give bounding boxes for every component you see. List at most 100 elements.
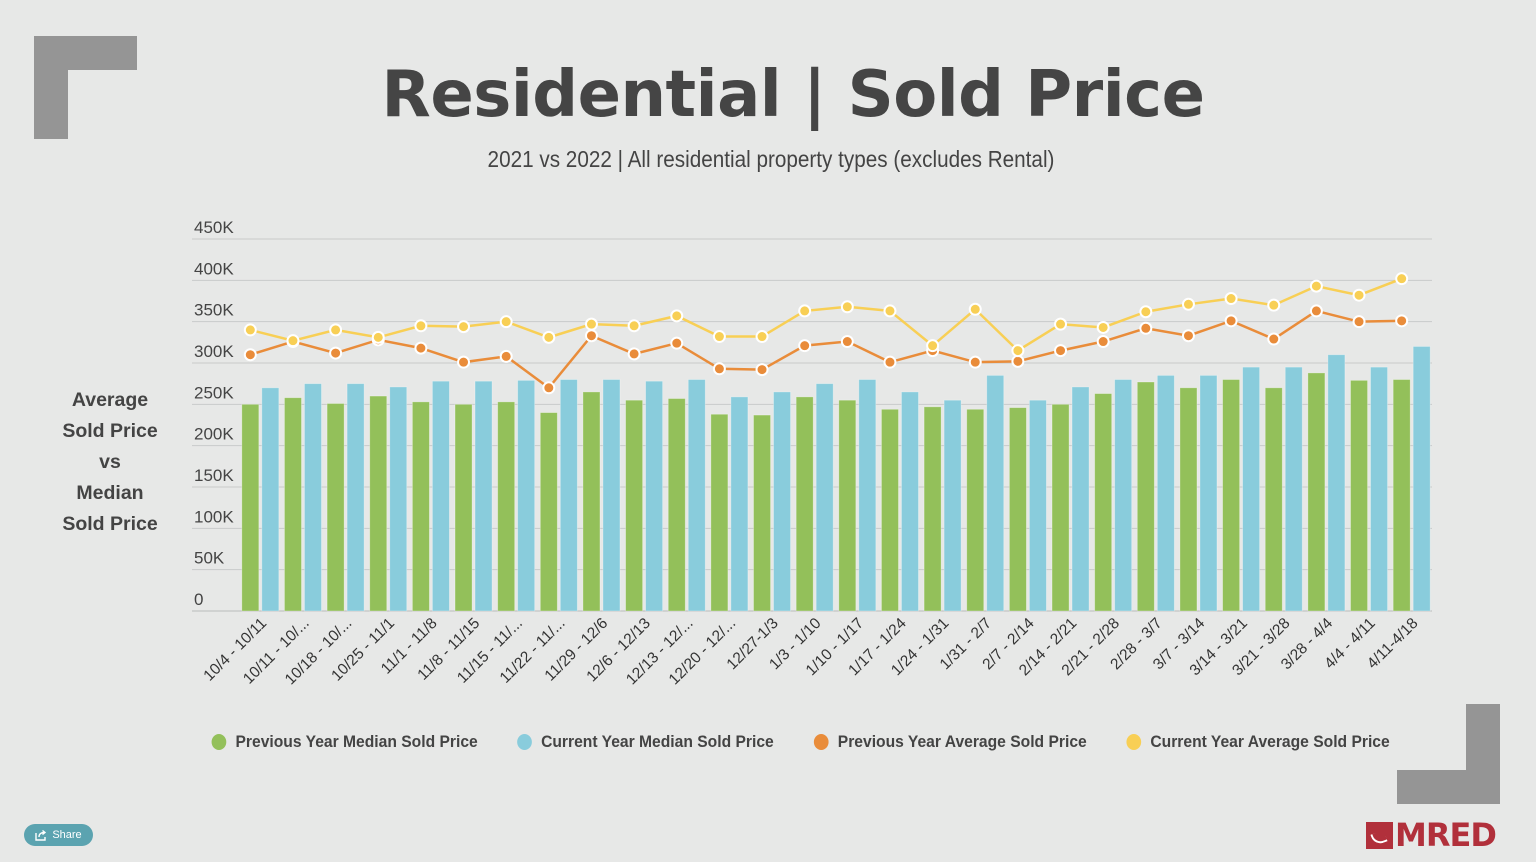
- y-tick-label: 400K: [194, 259, 234, 278]
- bar: [1350, 379, 1368, 612]
- bar: [304, 383, 322, 612]
- bar: [369, 395, 388, 612]
- data-point: [286, 334, 300, 348]
- side-label-line: Sold Price: [62, 513, 158, 535]
- bar: [881, 408, 899, 612]
- bar: [539, 412, 558, 612]
- bar: [923, 406, 942, 612]
- data-point: [414, 341, 428, 355]
- bar: [1094, 393, 1113, 612]
- data-point: [840, 300, 854, 314]
- bar: [1199, 374, 1218, 612]
- bar: [474, 380, 493, 612]
- bar: [687, 379, 706, 612]
- data-point: [712, 362, 726, 376]
- data-point: [1011, 354, 1025, 368]
- data-point: [1011, 344, 1025, 358]
- data-point: [499, 349, 513, 363]
- bar: [1412, 346, 1431, 612]
- legend-item-current-year-median[interactable]: Current Year Median Sold Price: [517, 732, 775, 752]
- bar: [1051, 403, 1070, 612]
- data-point: [840, 335, 854, 349]
- bar: [326, 403, 345, 612]
- bar: [753, 414, 771, 612]
- data-point: [542, 381, 556, 395]
- bar: [730, 396, 749, 612]
- bar: [1071, 386, 1090, 612]
- bar: [986, 374, 1005, 612]
- y-tick-label: 50K: [194, 549, 225, 568]
- y-tick-label: 350K: [194, 301, 234, 320]
- data-point: [1309, 304, 1323, 318]
- bar: [582, 391, 601, 612]
- mred-logo-mark-icon: [1366, 821, 1393, 849]
- y-axis-side-label: Average Sold Price vs Median Sold Price: [40, 385, 180, 540]
- corner-bracket-top-left-vertical: [34, 36, 68, 139]
- data-point: [712, 330, 726, 344]
- data-point: [329, 323, 343, 337]
- bar: [1156, 374, 1175, 612]
- data-point: [1224, 314, 1238, 328]
- data-point: [414, 319, 428, 333]
- bar: [241, 403, 260, 612]
- data-point: [755, 363, 769, 377]
- y-axis-ticks: 0 50K 100K 150K 200K 250K 300K 350K 400K 450K: [194, 218, 234, 609]
- data-point: [1181, 329, 1195, 343]
- bar: [1222, 379, 1241, 612]
- bar: [901, 391, 919, 612]
- mred-logo-text: MRED: [1395, 816, 1497, 854]
- bar: [261, 387, 280, 612]
- data-point: [1096, 320, 1110, 334]
- data-point: [1181, 297, 1195, 311]
- chart-legend: Previous Year Median Sold Price Current …: [0, 732, 1536, 755]
- share-button[interactable]: Share: [24, 824, 93, 846]
- sold-price-chart: 0 50K 100K 150K 200K 250K 300K 350K 400K 450K 10/…: [192, 218, 1432, 689]
- bar: [858, 379, 877, 612]
- data-point: [798, 304, 812, 318]
- bar: [1307, 372, 1326, 612]
- data-point: [883, 355, 897, 369]
- legend-item-previous-year-average[interactable]: Previous Year Average Sold Price: [813, 732, 1087, 752]
- bar: [1242, 366, 1261, 612]
- bar: [645, 380, 664, 612]
- bars: [241, 346, 1431, 612]
- data-point: [542, 330, 556, 344]
- series-line: [249, 309, 1402, 390]
- side-label-line: vs: [99, 451, 121, 473]
- bar: [431, 380, 450, 612]
- bar: [667, 398, 686, 612]
- y-tick-label: 300K: [194, 342, 234, 361]
- legend-label: Previous Year Average Sold Price: [837, 732, 1087, 751]
- bar: [815, 383, 834, 612]
- bar: [497, 401, 516, 612]
- data-point: [926, 339, 940, 353]
- share-icon: [35, 829, 47, 841]
- data-point: [1054, 344, 1068, 358]
- data-point: [457, 355, 471, 369]
- legend-label: Current Year Average Sold Price: [1150, 732, 1391, 751]
- data-point: [1352, 288, 1366, 302]
- legend-item-current-year-average[interactable]: Current Year Average Sold Price: [1126, 732, 1391, 752]
- data-point: [243, 348, 257, 362]
- legend-item-previous-year-median[interactable]: Previous Year Median Sold Price: [211, 732, 478, 752]
- y-tick-label: 200K: [194, 425, 234, 444]
- data-point: [1224, 292, 1238, 306]
- bar: [966, 408, 985, 612]
- y-tick-label: 150K: [194, 466, 234, 485]
- data-point: [1267, 332, 1281, 346]
- bar: [795, 396, 814, 612]
- side-label-line: Median: [76, 482, 144, 504]
- legend-dot-icon: [517, 734, 533, 750]
- data-point: [1395, 314, 1409, 328]
- lines: [243, 272, 1409, 395]
- bar: [559, 379, 578, 612]
- side-label-line: Sold Price: [62, 420, 158, 442]
- data-point: [1096, 335, 1110, 349]
- bar: [411, 401, 430, 612]
- bar: [1327, 354, 1346, 612]
- data-point: [371, 330, 385, 344]
- data-point: [584, 317, 598, 331]
- legend-dot-icon: [813, 734, 829, 750]
- legend-label: Current Year Median Sold Price: [541, 732, 775, 751]
